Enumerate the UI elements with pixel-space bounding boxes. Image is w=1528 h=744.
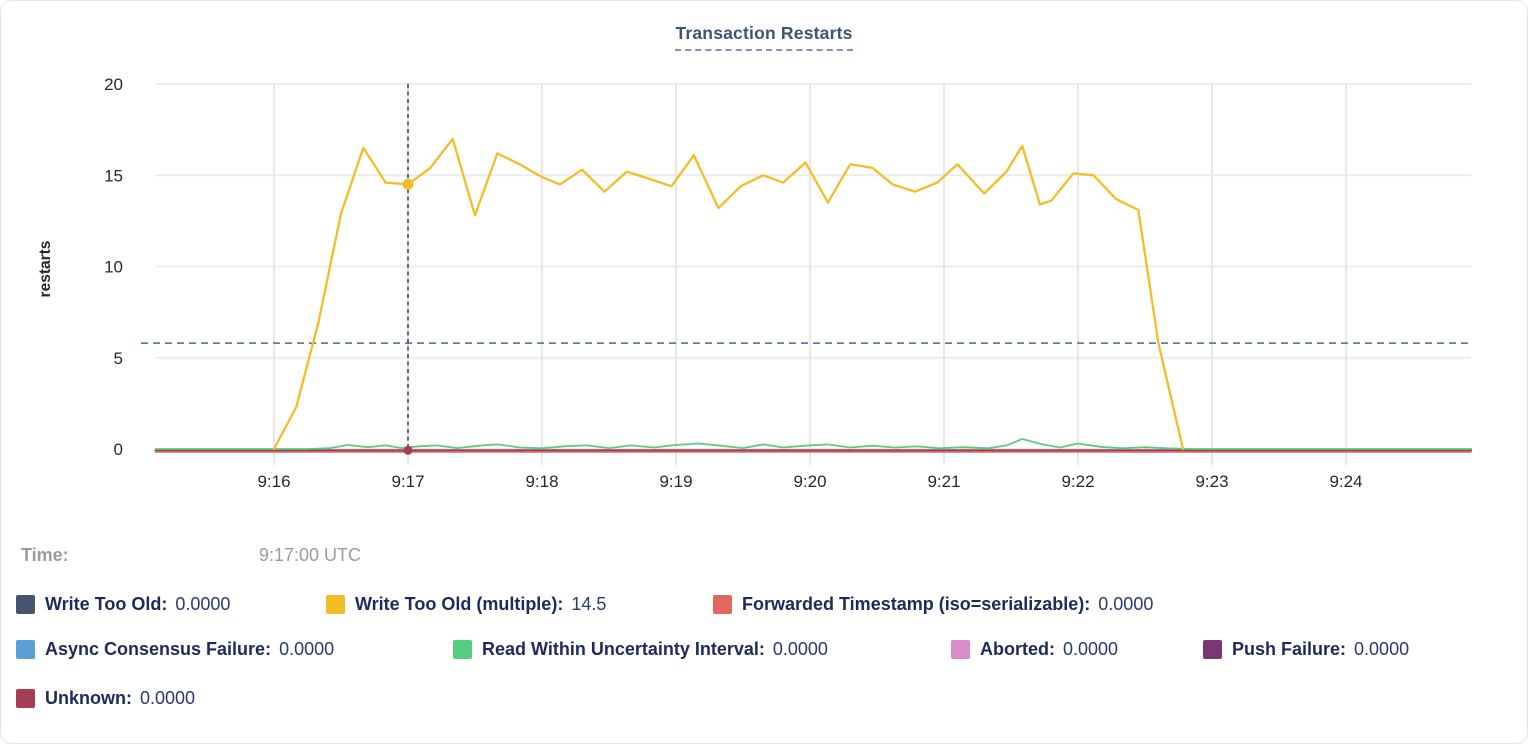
x-tick-label: 9:18	[525, 472, 558, 491]
legend-item-read-within-uncertainty-interval: Read Within Uncertainty Interval: 0.0000	[453, 638, 828, 660]
data-series	[154, 137, 1473, 453]
x-tick-label: 9:24	[1329, 472, 1362, 491]
legend-item-aborted: Aborted: 0.0000	[951, 638, 1118, 660]
transaction-restarts-chart[interactable]: 0 5 10 15 20 9:16 9:17 9:18 9:19 9:20 9:21 9:22 9:23…	[1, 1, 1528, 521]
legend-item-async-consensus-failure: Async Consensus Failure: 0.0000	[16, 638, 334, 660]
x-tick-label: 9:19	[659, 472, 692, 491]
x-tick-label: 9:17	[391, 472, 424, 491]
series-line-read-within-uncertainty-interval	[154, 438, 1472, 450]
series-color-swatch	[453, 639, 472, 659]
legend-label: Write Too Old (multiple):	[355, 593, 564, 614]
series-color-swatch	[16, 594, 35, 614]
x-tick-label: 9:16	[257, 472, 290, 491]
legend-item-write-too-old-multiple: Write Too Old (multiple): 14.5	[326, 593, 606, 615]
series-color-swatch	[951, 639, 970, 659]
legend-value: 0.0000	[772, 638, 828, 659]
legend-value: 0.0000	[1354, 638, 1410, 659]
legend-item-write-too-old: Write Too Old: 0.0000	[16, 593, 230, 615]
gridlines	[156, 83, 1471, 465]
x-tick-label: 9:20	[793, 472, 826, 491]
y-tick-label: 0	[114, 440, 123, 459]
series-color-swatch	[16, 688, 35, 708]
legend-value: 0.0000	[1098, 593, 1154, 614]
x-tick-label: 9:23	[1195, 472, 1228, 491]
y-tick-label: 5	[114, 349, 123, 368]
axis-labels: 0 5 10 15 20 9:16 9:17 9:18 9:19 9:20 9:21 9:22 9:23…	[37, 75, 1363, 491]
legend-value: 0.0000	[140, 687, 196, 708]
legend-label: Read Within Uncertainty Interval:	[482, 638, 765, 659]
legend-item-unknown: Unknown: 0.0000	[16, 687, 195, 709]
hover-time-label: Time:	[21, 545, 69, 565]
y-axis-label: restarts	[37, 241, 54, 298]
x-tick-label: 9:21	[927, 472, 960, 491]
hover-point-write-too-old-multiple-	[402, 178, 414, 190]
series-color-swatch	[16, 639, 35, 659]
series-color-swatch	[326, 594, 345, 614]
legend-item-forwarded-timestamp: Forwarded Timestamp (iso=serializable): …	[713, 593, 1153, 615]
chart-title-wrap: Transaction Restarts	[1, 23, 1527, 51]
legend-item-push-failure: Push Failure: 0.0000	[1203, 638, 1409, 660]
hover-time-value: 9:17:00 UTC	[259, 545, 362, 565]
legend-label: Write Too Old:	[45, 593, 168, 614]
legend-label: Unknown:	[45, 687, 132, 708]
y-tick-label: 15	[104, 166, 123, 185]
chart-title[interactable]: Transaction Restarts	[675, 23, 853, 51]
legend-label: Async Consensus Failure:	[45, 638, 272, 659]
hover-point-unknown	[403, 445, 413, 455]
y-tick-label: 20	[104, 75, 123, 94]
legend-value: 0.0000	[279, 638, 335, 659]
legend-label: Forwarded Timestamp (iso=serializable):	[742, 593, 1091, 614]
series-line-write-too-old-multiple-	[272, 137, 1185, 451]
series-color-swatch	[1203, 639, 1222, 659]
legend-value: 14.5	[571, 593, 607, 614]
legend-value: 0.0000	[1063, 638, 1119, 659]
legend-label: Aborted:	[980, 638, 1055, 659]
legend-label: Push Failure:	[1232, 638, 1347, 659]
x-tick-label: 9:22	[1061, 472, 1094, 491]
series-color-swatch	[713, 594, 732, 614]
y-tick-label: 10	[104, 258, 123, 277]
legend-value: 0.0000	[175, 593, 231, 614]
